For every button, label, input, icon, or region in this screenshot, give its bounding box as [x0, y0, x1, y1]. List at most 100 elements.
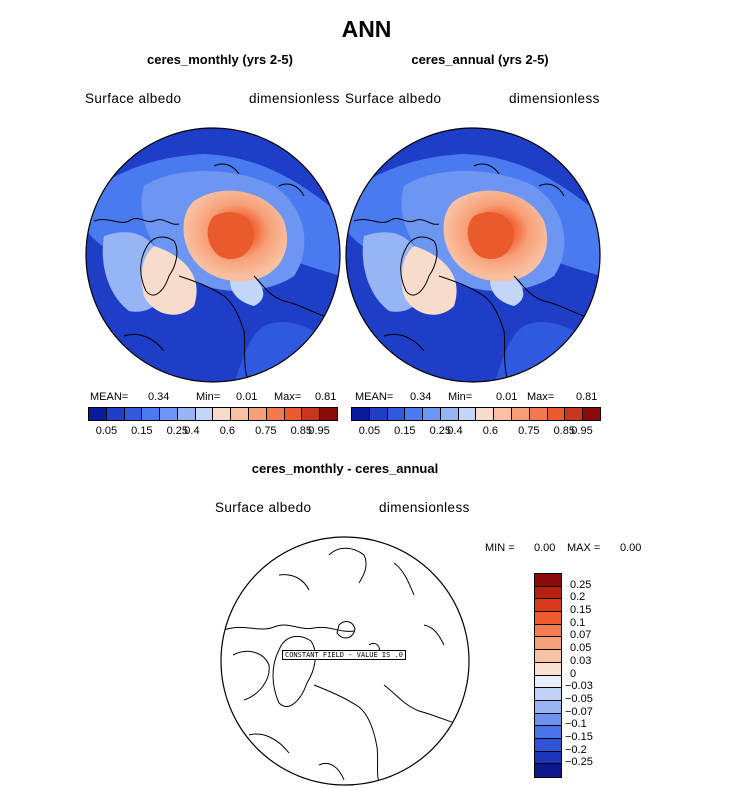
constant-field-note: CONSTANT FIELD - VALUE IS .0: [282, 650, 407, 660]
diff-colorbar-cell: [535, 624, 561, 638]
colorbar-1-tick: 0.85: [290, 425, 312, 437]
panel-1-units: dimensionless: [249, 91, 340, 106]
colorbar-1-cell: [142, 408, 161, 420]
panel-1-max: 0.81: [315, 391, 337, 403]
panel-1-min: 0.01: [236, 391, 258, 403]
diff-colorbar: [534, 573, 562, 778]
colorbar-2-ticks: 0.05 0.15 0.25 0.4 0.6 0.75 0.85 0.95: [351, 425, 599, 439]
diff-colorbar-cell: [535, 637, 561, 651]
polar-map-diff: [220, 536, 470, 786]
colorbar-1-cell: [266, 408, 285, 420]
panel-1-mean-label: MEAN=: [90, 391, 129, 403]
polar-map-2: [345, 127, 601, 383]
diff-colorbar-tick: 0.25: [570, 578, 592, 591]
colorbar-2-cell: [547, 408, 566, 420]
diff-colorbar-cell: [535, 764, 561, 777]
panel-2-mean-label: MEAN=: [355, 391, 394, 403]
colorbar-1-tick: 0.75: [255, 425, 277, 437]
colorbar-2-tick: 0.25: [429, 425, 451, 437]
diff-colorbar-tick: 0.07: [570, 629, 592, 642]
page-title: ANN: [341, 16, 392, 42]
colorbar-2-cell: [458, 408, 477, 420]
colorbar-1-cell: [302, 408, 321, 420]
diff-colorbar-tick: −0.05: [565, 692, 593, 705]
colorbar-1-tick: 0.25: [166, 425, 188, 437]
colorbar-2-cell: [387, 408, 406, 420]
colorbar-1-cell: [89, 408, 107, 420]
diff-colorbar-tick: 0.1: [570, 616, 586, 629]
diff-colorbar-cell: [535, 586, 561, 600]
diff-colorbar-ticks: 0.25 0.2 0.15 0.1 0.07 0.05 0.03 0 −0.03 −0.05 −0.…: [565, 573, 625, 778]
panel-2-max: 0.81: [576, 391, 598, 403]
colorbar-1-tick: 0.95: [308, 425, 330, 437]
colorbar-1-cell: [320, 408, 337, 420]
colorbar-1-cell: [160, 408, 178, 420]
colorbar-2-cell: [352, 408, 370, 420]
colorbar-1-cell: [106, 408, 125, 420]
colorbar-1: [88, 407, 338, 421]
colorbar-1-tick: 0.6: [219, 425, 235, 437]
diff-variable: Surface albedo: [215, 500, 312, 515]
colorbar-2-cell: [476, 408, 495, 420]
colorbar-2-cell: [565, 408, 584, 420]
diff-colorbar-cell: [535, 738, 561, 752]
panel-2-mean: 0.34: [410, 391, 432, 403]
diff-colorbar-tick: −0.2: [565, 743, 587, 756]
diff-max-label: MAX =: [567, 542, 601, 554]
colorbar-1-tick: 0.4: [184, 425, 200, 437]
colorbar-2-tick: 0.05: [358, 425, 381, 437]
diff-colorbar-cell: [535, 675, 561, 689]
diff-colorbar-tick: −0.1: [565, 718, 587, 731]
colorbar-2-cell: [494, 408, 513, 420]
diff-colorbar-tick: 0.15: [570, 604, 592, 617]
colorbar-1-cell: [124, 408, 143, 420]
colorbar-2-cell: [512, 408, 530, 420]
diff-title: ceres_monthly - ceres_annual: [251, 461, 439, 476]
colorbar-2-tick: 0.75: [518, 425, 540, 437]
colorbar-2-tick: 0.85: [553, 425, 575, 437]
diff-colorbar-tick: −0.03: [565, 680, 593, 693]
colorbar-1-tick: 0.05: [95, 425, 118, 437]
diff-colorbar-cell: [535, 599, 561, 613]
diff-colorbar-tick: 0.05: [570, 642, 592, 655]
diff-colorbar-cell: [535, 574, 561, 587]
diff-colorbar-tick: 0: [570, 667, 577, 680]
colorbar-1-ticks: 0.05 0.15 0.25 0.4 0.6 0.75 0.85 0.95: [88, 425, 336, 439]
colorbar-1-cell: [284, 408, 303, 420]
colorbar-1-cell: [231, 408, 250, 420]
colorbar-1-cell: [177, 408, 196, 420]
diff-colorbar-cell: [535, 700, 561, 714]
colorbar-2: [351, 407, 601, 421]
diff-colorbar-tick: −0.15: [565, 730, 593, 743]
diff-colorbar-tick: 0.03: [570, 654, 592, 667]
panel-2-max-label: Max=: [527, 391, 555, 403]
colorbar-1-tick: 0.15: [131, 425, 153, 437]
diff-colorbar-cell: [535, 726, 561, 739]
panel-2-min: 0.01: [496, 391, 518, 403]
panel-1-min-label: Min=: [196, 391, 221, 403]
panel-1-mean: 0.34: [148, 391, 170, 403]
panel-2-units: dimensionless: [509, 91, 600, 106]
diff-colorbar-tick: −0.25: [565, 756, 593, 769]
diff-colorbar-cell: [535, 688, 561, 701]
colorbar-2-tick: 0.95: [571, 425, 593, 437]
colorbar-1-cell: [195, 408, 214, 420]
colorbar-2-cell: [405, 408, 424, 420]
colorbar-2-cell: [440, 408, 459, 420]
colorbar-1-cell: [249, 408, 267, 420]
diff-min-label: MIN =: [485, 542, 515, 554]
diff-min: 0.00: [534, 542, 556, 554]
panel-2-title: ceres_annual (yrs 2-5): [411, 52, 549, 67]
diff-colorbar-tick: 0.2: [570, 591, 586, 604]
diff-colorbar-cell: [535, 713, 561, 727]
panel-1-max-label: Max=: [274, 391, 302, 403]
colorbar-2-tick: 0.4: [447, 425, 463, 437]
diff-max: 0.00: [620, 542, 642, 554]
diff-units: dimensionless: [379, 500, 470, 515]
panel-2-min-label: Min=: [448, 391, 473, 403]
colorbar-2-cell: [423, 408, 441, 420]
diff-colorbar-cell: [535, 612, 561, 625]
polar-map-1: [85, 127, 341, 383]
panel-1-title: ceres_monthly (yrs 2-5): [147, 52, 293, 67]
diff-colorbar-cell: [535, 751, 561, 765]
